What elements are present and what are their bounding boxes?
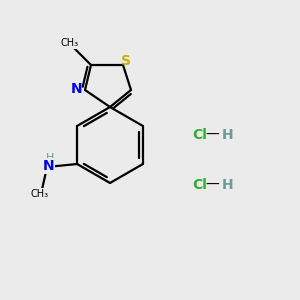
Text: —: — [205,128,219,142]
Text: H: H [222,128,234,142]
Text: N: N [71,82,83,96]
Text: CH₃: CH₃ [61,38,79,48]
Text: Cl: Cl [192,128,207,142]
Text: CH₃: CH₃ [30,189,48,199]
Text: H: H [222,178,234,192]
Text: Cl: Cl [192,178,207,192]
Text: —: — [205,178,219,192]
Text: S: S [121,54,131,68]
Text: N: N [42,159,54,173]
Text: H: H [46,153,54,163]
